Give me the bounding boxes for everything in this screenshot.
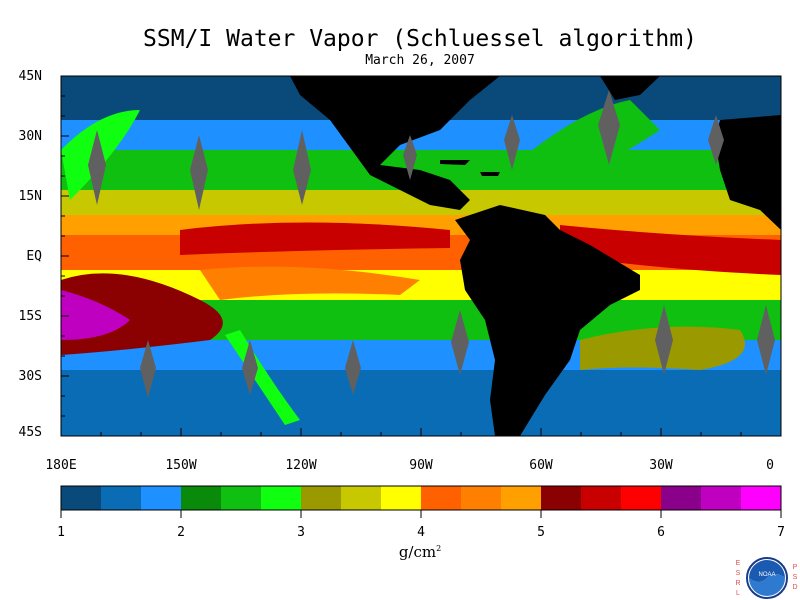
colorbar-swatch [461, 486, 502, 510]
colorbar [60, 485, 782, 511]
swath-gap [403, 135, 417, 180]
land-africa [715, 115, 781, 230]
land-north-america [290, 76, 500, 210]
colorbar-swatch [61, 486, 102, 510]
lat-label-eq: EQ [26, 249, 42, 264]
logo-letter: S [792, 574, 798, 581]
colorbar-units: g/cm2 [398, 543, 442, 561]
map-title: SSM/I Water Vapor (Schluessel algorithm) [143, 26, 697, 52]
colorbar-label-3: 3 [297, 525, 305, 540]
colorbar-swatch [381, 486, 422, 510]
lon-label-150w: 150W [165, 458, 197, 473]
swath-gap [242, 340, 258, 395]
svg-text:NOAA: NOAA [758, 572, 775, 578]
band-high-lat-south [61, 370, 781, 436]
logo-letter: P [792, 564, 798, 571]
colorbar-label-2: 2 [177, 525, 185, 540]
lat-label-45s: 45S [18, 425, 42, 440]
colorbar-label-6: 6 [657, 525, 665, 540]
colorbar-swatch [261, 486, 302, 510]
colorbar-swatch [541, 486, 582, 510]
lon-label-60w: 60W [529, 458, 553, 473]
colorbar-swatch [501, 486, 542, 510]
logo-letter: L [736, 590, 740, 597]
colorbar-swatch [301, 486, 342, 510]
streak-spcz [200, 266, 420, 300]
noaa-logo: E S R L NOAA P S D [734, 556, 800, 600]
plume-north-atlantic [520, 100, 660, 190]
swath-gap [88, 130, 106, 205]
lon-label-0: 0 [766, 458, 774, 473]
streak-atlantic-itcz [560, 225, 781, 275]
noaa-emblem-icon: NOAA [746, 557, 788, 599]
swath-gap [345, 340, 361, 395]
logo-letter: S [735, 570, 741, 577]
colorbar-label-1: 1 [57, 525, 65, 540]
lat-label-15s: 15S [18, 309, 42, 324]
colorbar-swatch [141, 486, 182, 510]
swath-gap [293, 130, 311, 205]
map-date: March 26, 2007 [365, 53, 475, 68]
colorbar-label-5: 5 [537, 525, 545, 540]
colorbar-swatch [421, 486, 462, 510]
colorbar-swatch [661, 486, 702, 510]
colorbar-swatch [341, 486, 382, 510]
colorbar-swatch [181, 486, 222, 510]
swath-gap [708, 115, 724, 165]
lat-label-30n: 30N [18, 129, 42, 144]
streak-itcz-pacific [180, 222, 450, 255]
swath-gap [655, 305, 673, 375]
swath-gap [504, 115, 520, 170]
lat-ticks [61, 75, 69, 437]
colorbar-swatch [621, 486, 662, 510]
swath-gap [140, 340, 156, 398]
swath-gap [451, 310, 469, 375]
lat-label-45n: 45N [18, 69, 42, 84]
swath-gap [598, 90, 620, 165]
logo-letter: E [735, 560, 741, 567]
lon-ticks [60, 428, 782, 436]
colorbar-swatch [221, 486, 262, 510]
streak-west-pacific-peak [61, 290, 130, 340]
lon-label-120w: 120W [285, 458, 317, 473]
plume-south-pacific [225, 330, 300, 425]
land-greenland [600, 76, 660, 100]
lat-label-30s: 30S [18, 369, 42, 384]
logo-letter: D [792, 584, 798, 591]
logo-letter: R [735, 580, 741, 587]
lat-label-15n: 15N [18, 189, 42, 204]
colorbar-ticks [60, 510, 782, 518]
lon-label-180e: 180E [45, 458, 77, 473]
colorbar-swatch [741, 486, 782, 510]
colorbar-label-7: 7 [777, 525, 785, 540]
swath-gap [757, 305, 775, 375]
colorbar-swatch [101, 486, 142, 510]
swath-gap [190, 135, 208, 210]
lon-label-30w: 30W [649, 458, 673, 473]
colorbar-label-4: 4 [417, 525, 425, 540]
colorbar-swatch [581, 486, 622, 510]
land-south-america [455, 205, 640, 436]
lon-label-90w: 90W [409, 458, 433, 473]
colorbar-swatch [701, 486, 742, 510]
land-caribbean-islands [440, 160, 500, 176]
